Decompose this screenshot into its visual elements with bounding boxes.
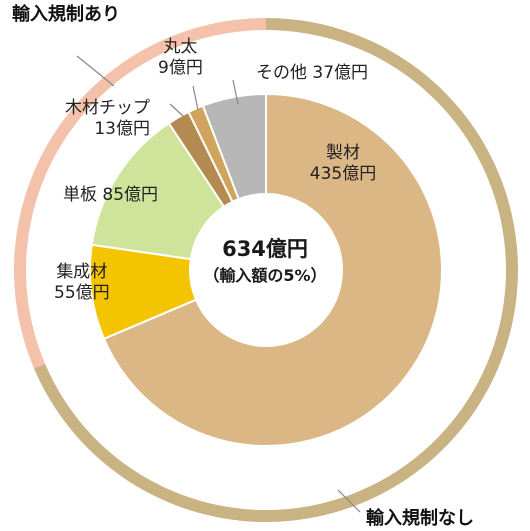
segment-name-glulam: 集成材 — [56, 262, 108, 282]
segment-name-chips: 木材チップ — [65, 98, 150, 118]
segment-value-logs: 9億円 — [158, 58, 203, 78]
segment-name-lumber: 製材 — [326, 143, 360, 163]
leader-line-unregulated — [337, 489, 361, 513]
inner-ring — [89, 92, 443, 447]
segment-label-chips: 木材チップ 13億円 — [30, 98, 150, 140]
segment-label-glulam: 集成材 55億円 — [54, 262, 110, 304]
center-total-label: 634億円 — [222, 237, 308, 261]
leader-lines — [76, 55, 361, 513]
outer-label-unregulated: 輸入規制なし — [366, 508, 474, 529]
leader-line-regulated — [76, 55, 115, 87]
leader-line-chips — [169, 103, 184, 117]
outer-arc-regulated — [14, 18, 267, 369]
segment-label-lumber: 製材 435億円 — [293, 143, 393, 185]
segment-value-lumber: 435億円 — [309, 164, 377, 184]
segment-value-chips: 13億円 — [94, 119, 150, 139]
segment-name-veneer: 単板 — [63, 185, 97, 205]
segment-name-logs: 丸太 — [163, 37, 198, 57]
segment-name-other: その他 — [256, 63, 307, 83]
outer-ring — [14, 18, 519, 522]
leader-line-logs — [192, 85, 199, 111]
leader-line-other — [232, 79, 239, 105]
outer-label-regulated: 輸入規制あり — [12, 4, 120, 25]
segment-label-logs: 丸太 9億円 — [158, 37, 203, 79]
segment-value-glulam: 55億円 — [54, 283, 110, 303]
segment-value-other: 37億円 — [312, 63, 369, 83]
segment-value-veneer: 85億円 — [102, 185, 159, 205]
segment-label-veneer: 単板 85億円 — [63, 185, 158, 206]
center-note-label: （輸入額の5%） — [203, 266, 327, 285]
center-hole — [190, 194, 342, 346]
segment-label-other: その他 37億円 — [256, 63, 368, 84]
